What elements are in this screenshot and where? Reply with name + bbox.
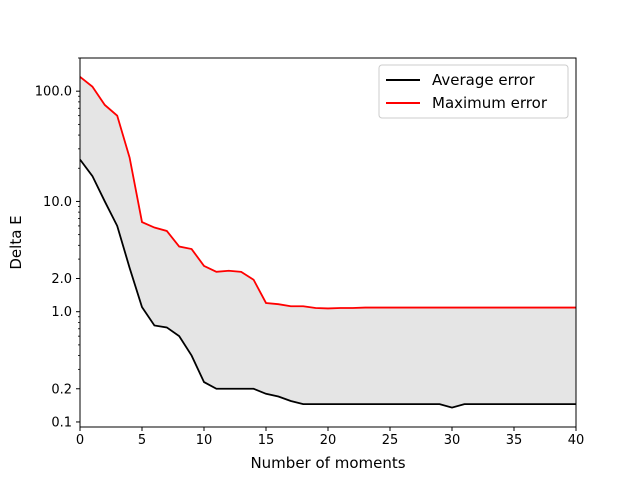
x-tick-label: 35 — [506, 433, 523, 448]
legend-label-average-error: Average error — [432, 71, 536, 89]
x-tick-label: 15 — [258, 433, 275, 448]
y-tick-label: 2.0 — [51, 272, 72, 287]
x-tick-label: 10 — [196, 433, 213, 448]
x-tick-label: 0 — [76, 433, 84, 448]
x-tick-label: 20 — [320, 433, 337, 448]
y-tick-label: 100.0 — [35, 85, 72, 100]
legend: Average error Maximum error — [378, 64, 569, 119]
x-tick-label: 5 — [138, 433, 146, 448]
x-tick-label: 40 — [568, 433, 585, 448]
series-line-maximum-error — [79, 76, 576, 310]
y-tick-label: 0.2 — [51, 382, 72, 397]
fill-between-area — [80, 76, 576, 408]
x-tick-label: 30 — [444, 433, 461, 448]
y-tick-label: 0.1 — [51, 415, 72, 430]
legend-box — [378, 64, 569, 119]
y-axis-label: Delta E — [7, 215, 25, 269]
fill-between-polygon — [80, 76, 576, 408]
y-axis-ticks: 0.1 0.2 1.0 2.0 10.0 100.0 — [35, 57, 80, 430]
x-axis-label: Number of moments — [250, 454, 405, 472]
y-tick-label: 10.0 — [43, 195, 72, 210]
x-tick-label: 25 — [382, 433, 399, 448]
series-lines — [79, 76, 576, 409]
x-axis-ticks: 0 5 10 15 20 25 30 35 40 — [76, 427, 584, 448]
y-tick-label: 1.0 — [51, 305, 72, 320]
legend-label-maximum-error: Maximum error — [432, 94, 548, 112]
series-line-average-error — [79, 158, 576, 409]
